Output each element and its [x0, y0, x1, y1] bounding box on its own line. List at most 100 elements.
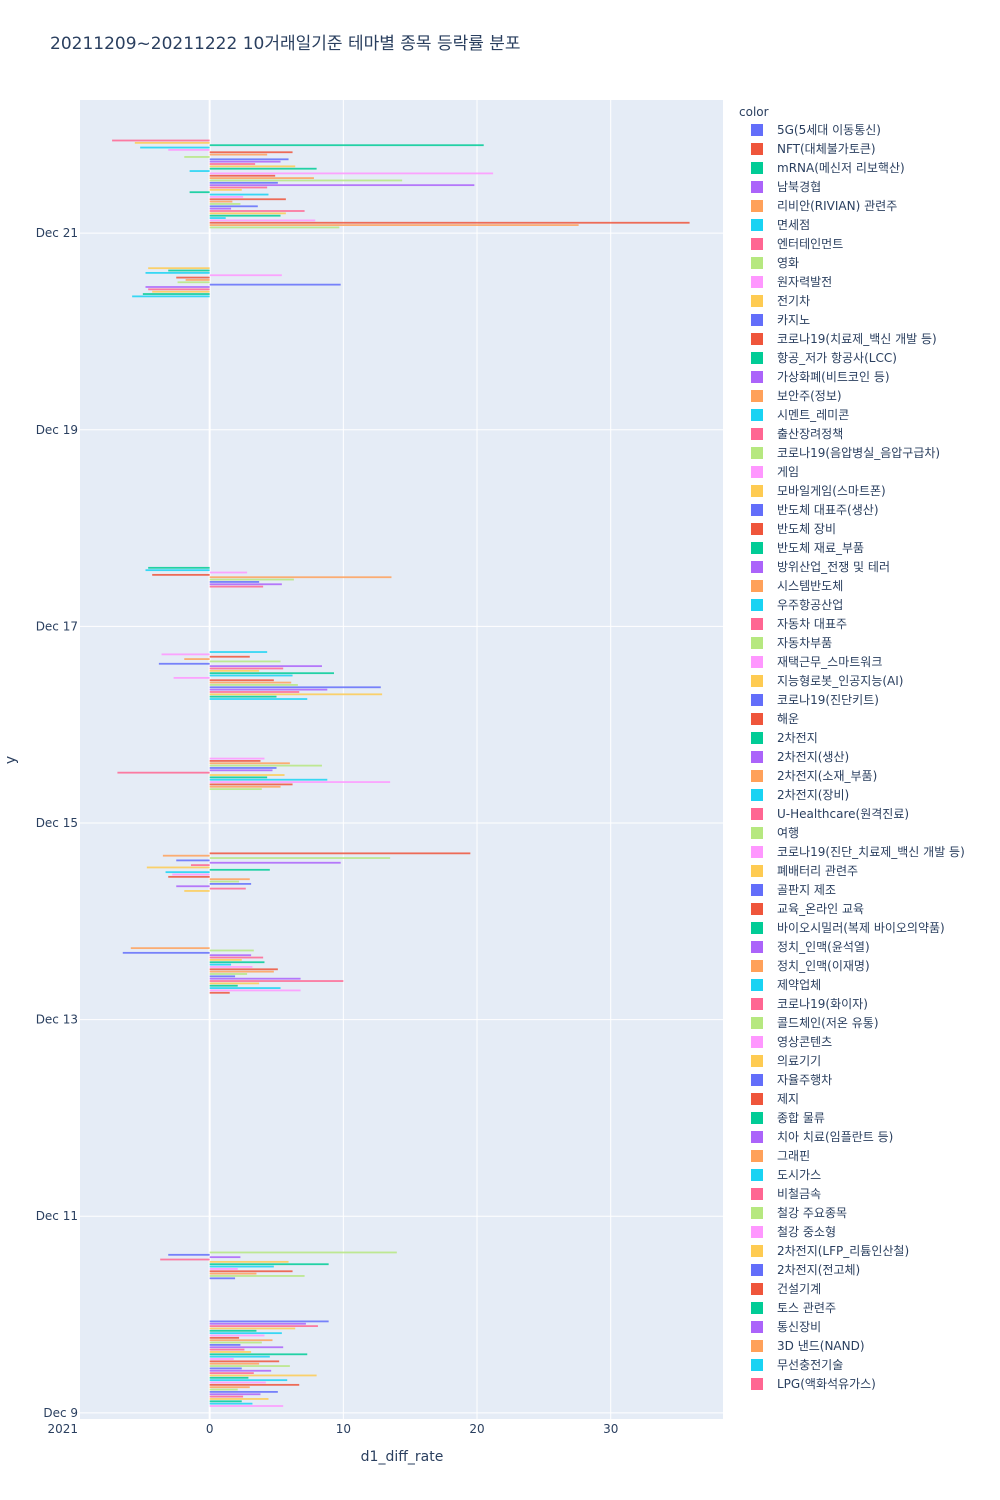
bar[interactable] [209, 219, 316, 222]
legend-item-label[interactable]: 전기차 [777, 294, 810, 308]
legend-swatch[interactable] [751, 181, 763, 193]
legend-swatch[interactable] [751, 1036, 763, 1048]
bar[interactable] [209, 691, 300, 693]
legend-swatch[interactable] [751, 599, 763, 611]
bar[interactable] [209, 776, 268, 779]
legend-swatch[interactable] [751, 618, 763, 630]
legend-item-label[interactable]: 골판지 제조 [777, 883, 836, 897]
legend-swatch[interactable] [751, 789, 763, 801]
legend-item-label[interactable]: 통신장비 [777, 1320, 821, 1334]
legend-swatch[interactable] [751, 276, 763, 288]
bar[interactable] [209, 887, 246, 890]
legend-item-label[interactable]: 2차전지 [777, 731, 818, 745]
bar[interactable] [209, 179, 403, 182]
bar[interactable] [209, 1369, 272, 1372]
legend-swatch[interactable] [751, 485, 763, 497]
bar[interactable] [209, 667, 284, 670]
bar[interactable] [209, 688, 328, 691]
legend-swatch[interactable] [751, 428, 763, 440]
legend-item-label[interactable]: 영상콘텐츠 [777, 1035, 832, 1049]
bar[interactable] [209, 207, 232, 210]
legend-item-label[interactable]: 제지 [777, 1092, 799, 1106]
bar[interactable] [162, 854, 210, 857]
bar[interactable] [209, 1327, 296, 1330]
bar[interactable] [209, 212, 286, 215]
bar[interactable] [190, 864, 210, 866]
bar[interactable] [160, 1258, 210, 1261]
legend-item-label[interactable]: 그래핀 [777, 1149, 810, 1163]
bar[interactable] [209, 1251, 397, 1254]
bar[interactable] [209, 151, 293, 154]
bar[interactable] [172, 873, 210, 876]
bar[interactable] [209, 174, 276, 177]
legend-item-label[interactable]: 정치_인맥(이재명) [777, 959, 870, 973]
bar[interactable] [209, 1393, 261, 1396]
bar[interactable] [168, 148, 210, 151]
legend-item-label[interactable]: 반도체 대표주(생산) [777, 503, 879, 517]
bar[interactable] [209, 1277, 236, 1280]
bar[interactable] [145, 286, 210, 288]
legend-item-label[interactable]: 3D 낸드(NAND) [777, 1339, 865, 1353]
bar[interactable] [173, 676, 210, 679]
bar[interactable] [209, 681, 292, 684]
bar[interactable] [209, 1336, 240, 1339]
bar[interactable] [168, 269, 210, 272]
legend-item-label[interactable]: 반도체 재료_부품 [777, 541, 864, 555]
bar[interactable] [209, 672, 334, 675]
bar[interactable] [209, 163, 256, 165]
bar[interactable] [209, 1320, 329, 1323]
legend-item-label[interactable]: 도시가스 [777, 1168, 821, 1182]
bar[interactable] [209, 200, 233, 203]
legend-item-label[interactable]: 카지노 [777, 313, 810, 327]
bar[interactable] [209, 949, 254, 952]
legend-item-label[interactable]: 방위산업_전쟁 및 테러 [777, 560, 890, 574]
bar[interactable] [209, 1358, 234, 1360]
bar[interactable] [209, 583, 282, 586]
bar[interactable] [134, 141, 210, 144]
legend-swatch[interactable] [751, 504, 763, 516]
legend-swatch[interactable] [751, 466, 763, 478]
bar[interactable] [209, 571, 248, 574]
legend-swatch[interactable] [751, 124, 763, 136]
bar[interactable] [209, 1367, 242, 1370]
bar[interactable] [209, 165, 296, 168]
legend-swatch[interactable] [751, 979, 763, 991]
bar[interactable] [146, 866, 210, 869]
legend-item-label[interactable]: 제약업체 [777, 977, 821, 992]
legend-swatch[interactable] [751, 1131, 763, 1143]
bar[interactable] [209, 1260, 289, 1263]
bar[interactable] [209, 224, 579, 226]
bar[interactable] [209, 186, 268, 189]
legend-item-label[interactable]: 종합 물류 [777, 1111, 825, 1125]
bar[interactable] [209, 1379, 288, 1382]
bar[interactable] [209, 1344, 241, 1346]
bar[interactable] [209, 1334, 265, 1337]
bar[interactable] [209, 1275, 305, 1277]
bar[interactable] [209, 774, 285, 776]
bar[interactable] [209, 693, 383, 696]
bar[interactable] [145, 271, 210, 274]
legend-swatch[interactable] [751, 200, 763, 212]
legend-item-label[interactable]: 5G(5세대 이동통신) [777, 123, 881, 137]
bar[interactable] [209, 283, 341, 286]
legend-item-label[interactable]: 모바일게임(스마트폰) [777, 484, 886, 498]
bar[interactable] [209, 188, 242, 191]
bar[interactable] [209, 160, 281, 163]
legend-item-label[interactable]: 반도체 장비 [777, 522, 836, 536]
bar[interactable] [209, 172, 494, 175]
legend-swatch[interactable] [751, 1264, 763, 1276]
legend-item-label[interactable]: 출산장려정책 [777, 426, 843, 441]
bar[interactable] [209, 144, 484, 147]
bar[interactable] [209, 153, 268, 156]
bar[interactable] [184, 890, 210, 892]
legend-item-label[interactable]: 치아 치료(임플란트 등) [777, 1130, 893, 1144]
bar[interactable] [209, 1355, 270, 1358]
bar[interactable] [209, 177, 314, 179]
bar[interactable] [209, 1372, 254, 1375]
legend-item-label[interactable]: 교육_온라인 교육 [777, 902, 864, 916]
legend-swatch[interactable] [751, 1112, 763, 1124]
bar[interactable] [209, 210, 305, 212]
legend-swatch[interactable] [751, 447, 763, 459]
legend-swatch[interactable] [751, 352, 763, 364]
bar[interactable] [209, 686, 381, 689]
